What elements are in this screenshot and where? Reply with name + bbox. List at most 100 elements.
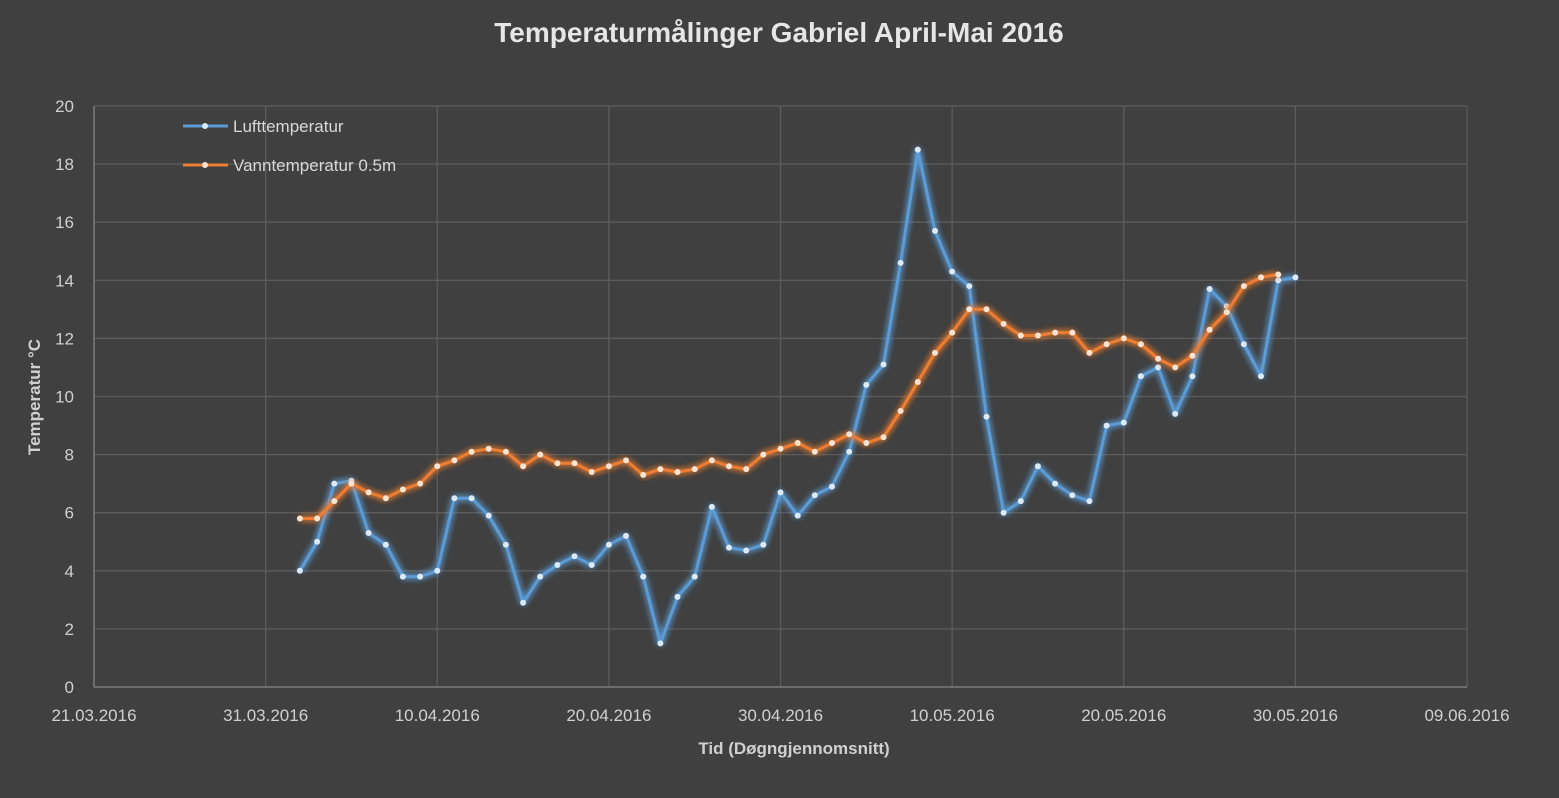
x-tick-label: 21.03.2016 xyxy=(51,706,136,725)
x-tick-label: 30.05.2016 xyxy=(1253,706,1338,725)
data-point xyxy=(331,480,338,487)
data-point xyxy=(657,466,664,473)
data-point xyxy=(829,483,835,490)
data-point xyxy=(1275,277,1282,284)
data-point xyxy=(674,469,681,475)
data-point xyxy=(726,544,732,551)
data-point xyxy=(743,547,750,554)
y-tick-label: 4 xyxy=(65,562,74,581)
data-point xyxy=(674,593,681,600)
data-point xyxy=(829,440,835,446)
legend-marker-lufttemperatur xyxy=(202,123,208,129)
data-point xyxy=(1223,309,1230,316)
series-vanntemperatur xyxy=(296,271,1282,522)
data-point xyxy=(296,567,303,574)
x-tick-label: 30.04.2016 xyxy=(738,706,823,725)
data-point xyxy=(1275,271,1282,278)
chart-title: Temperaturmålinger Gabriel April-Mai 201… xyxy=(494,17,1064,48)
data-point xyxy=(399,486,406,493)
data-point xyxy=(605,541,612,548)
data-point xyxy=(640,471,647,478)
data-point xyxy=(485,512,492,519)
data-point xyxy=(1086,349,1093,356)
data-point xyxy=(537,451,544,458)
data-point xyxy=(314,515,321,522)
x-tick-label: 09.06.2016 xyxy=(1424,706,1509,725)
data-point xyxy=(863,440,870,446)
data-point xyxy=(914,146,921,153)
data-point xyxy=(451,457,458,464)
data-point xyxy=(520,599,527,606)
data-point xyxy=(1120,419,1127,426)
data-point xyxy=(1137,373,1144,380)
data-point xyxy=(1258,274,1264,281)
y-tick-label: 16 xyxy=(55,213,74,232)
data-point xyxy=(1189,352,1196,359)
data-point xyxy=(1052,329,1059,336)
data-point xyxy=(726,463,732,470)
data-point xyxy=(537,573,544,580)
data-point xyxy=(588,562,595,568)
data-point xyxy=(417,480,424,487)
data-point xyxy=(1103,422,1110,429)
data-point xyxy=(1103,341,1110,348)
data-point xyxy=(588,469,595,475)
data-point xyxy=(502,541,509,548)
y-tick-label: 20 xyxy=(55,97,74,116)
data-point xyxy=(949,329,956,336)
data-point xyxy=(434,463,441,470)
data-point xyxy=(932,227,938,234)
data-point xyxy=(1052,480,1059,487)
data-point xyxy=(708,503,715,510)
data-point xyxy=(331,498,338,505)
data-point xyxy=(983,306,990,313)
legend: Lufttemperatur Vanntemperatur 0.5m xyxy=(183,117,396,175)
y-tick-label: 0 xyxy=(65,678,74,697)
data-point xyxy=(468,448,475,455)
y-tick-label: 10 xyxy=(55,388,74,407)
data-point xyxy=(897,408,904,414)
data-point xyxy=(846,431,853,438)
data-point xyxy=(846,448,853,455)
x-axis-title: Tid (Døgngjennomsnitt) xyxy=(698,739,889,758)
data-point xyxy=(811,492,818,499)
data-point xyxy=(743,466,750,473)
data-point xyxy=(880,434,887,441)
data-point xyxy=(1292,274,1299,281)
data-point xyxy=(623,457,629,464)
data-point xyxy=(1155,355,1162,362)
data-point xyxy=(1189,373,1196,380)
data-point xyxy=(760,451,767,458)
data-point xyxy=(571,553,578,560)
x-tick-label: 10.05.2016 xyxy=(910,706,995,725)
data-point xyxy=(794,440,801,446)
data-point xyxy=(605,463,612,470)
data-point xyxy=(365,489,372,496)
y-tick-label: 12 xyxy=(55,329,74,348)
data-point xyxy=(417,573,424,580)
data-point xyxy=(1000,320,1007,327)
legend-entry-vanntemperatur: Vanntemperatur 0.5m xyxy=(183,156,396,175)
data-point xyxy=(1069,329,1076,336)
data-point xyxy=(554,460,561,467)
data-point xyxy=(1000,509,1007,516)
data-point xyxy=(485,445,492,452)
data-point xyxy=(1155,364,1162,371)
data-point xyxy=(949,268,956,275)
data-point xyxy=(657,640,664,647)
data-point xyxy=(1240,283,1247,290)
data-point xyxy=(314,538,321,545)
data-point xyxy=(520,463,527,470)
data-point xyxy=(623,532,629,539)
y-tick-label: 2 xyxy=(65,620,74,639)
data-point xyxy=(1017,498,1024,505)
data-point xyxy=(1069,492,1076,499)
legend-label-vanntemperatur: Vanntemperatur 0.5m xyxy=(233,156,396,175)
data-point xyxy=(365,530,372,536)
y-tick-label: 14 xyxy=(55,271,74,290)
y-tick-label: 6 xyxy=(65,504,74,523)
data-point xyxy=(1034,463,1041,470)
data-point xyxy=(966,283,973,290)
